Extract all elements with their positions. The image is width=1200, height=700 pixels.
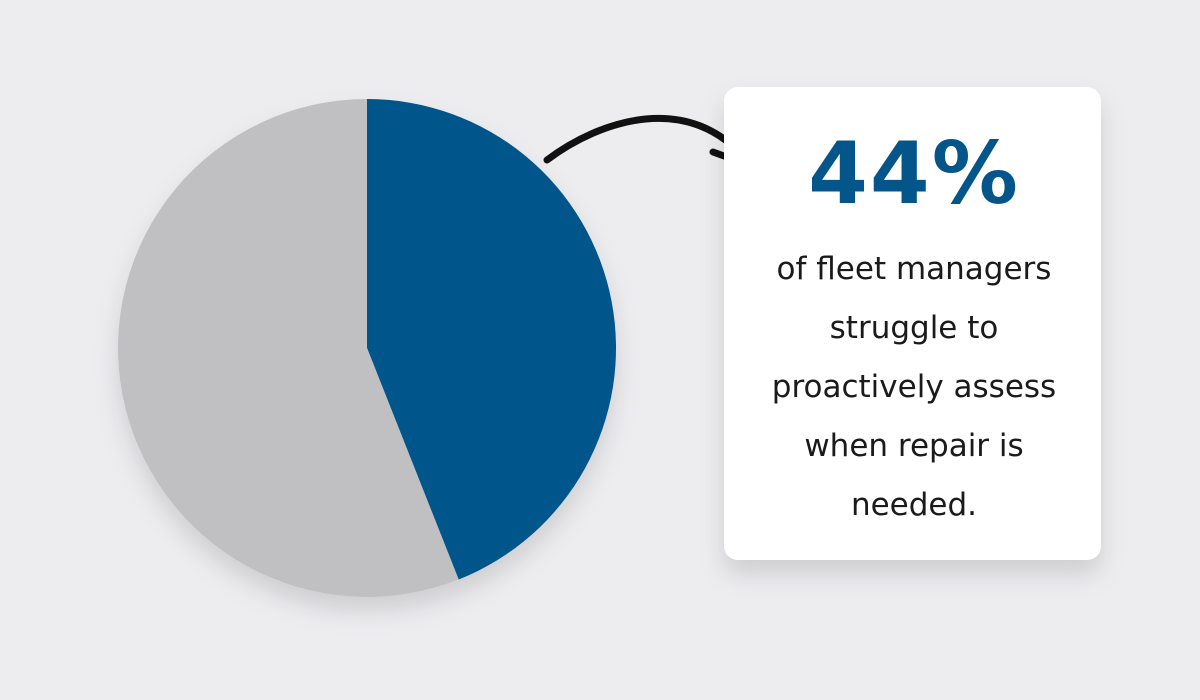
stat-card (724, 87, 1101, 560)
caption-line: of fleet managers (777, 251, 1052, 287)
caption-line: when repair is (804, 428, 1023, 464)
pie-chart (117, 99, 616, 598)
caption-line: needed. (851, 487, 977, 523)
pie-slice (117, 99, 459, 598)
caption-line: struggle to (830, 310, 999, 346)
card-text: 44% of fleet managers struggle to proactive… (772, 124, 1056, 523)
caption-line: proactively assess (772, 369, 1056, 405)
stat-value: 44% (808, 124, 1020, 224)
pie-slice (367, 99, 616, 580)
